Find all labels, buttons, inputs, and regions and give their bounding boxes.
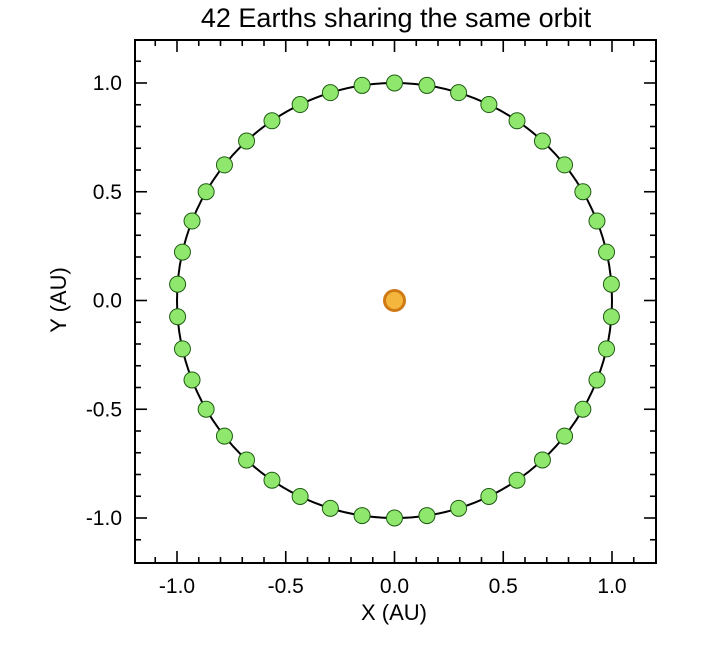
sun-marker — [383, 289, 406, 312]
earth-point — [321, 84, 339, 102]
x-tick-label: 0.5 — [489, 575, 518, 598]
earth-point — [386, 74, 403, 92]
earth-point — [291, 487, 309, 505]
earth-point — [602, 275, 620, 293]
earth-point — [533, 132, 551, 150]
earth-point — [291, 96, 309, 114]
x-tick-label: 1.0 — [597, 575, 626, 598]
earth-point — [533, 451, 551, 469]
x-axis-title: X (AU) — [361, 600, 427, 625]
earth-point — [238, 451, 256, 469]
earth-point — [173, 340, 191, 358]
earth-point — [169, 308, 187, 326]
earth-point — [598, 340, 616, 358]
earth-point — [238, 132, 256, 150]
earth-point — [321, 499, 339, 517]
y-tick-label: -1.0 — [86, 507, 122, 530]
chart-title: 42 Earths sharing the same orbit — [201, 3, 592, 33]
earth-point — [183, 371, 201, 389]
earth-point — [450, 84, 468, 102]
earth-point — [556, 427, 574, 445]
earth-point — [173, 243, 191, 261]
earth-point — [169, 275, 187, 293]
y-tick-label: 1.0 — [93, 72, 122, 95]
earth-point — [418, 507, 436, 525]
earth-point — [556, 156, 574, 174]
x-tick-label: 0.0 — [380, 575, 409, 598]
earth-point — [574, 400, 592, 418]
earth-point — [574, 183, 592, 201]
axis-ticks — [135, 40, 656, 563]
earth-point — [418, 76, 436, 94]
earth-point — [353, 76, 371, 94]
y-tick-label: 0.0 — [93, 290, 122, 313]
earth-point — [215, 427, 233, 445]
earth-point — [353, 507, 371, 525]
earth-point — [588, 212, 606, 230]
earth-point — [183, 212, 201, 230]
y-tick-label: -0.5 — [86, 398, 122, 421]
earth-point — [263, 112, 281, 130]
earth-point — [450, 499, 468, 517]
plot-frame — [134, 39, 657, 564]
earth-point — [602, 308, 620, 326]
x-tick-label: -1.0 — [159, 575, 195, 598]
earth-point — [480, 487, 498, 505]
x-tick-label: -0.5 — [268, 575, 304, 598]
earth-point — [480, 96, 498, 114]
earth-point — [197, 183, 215, 201]
earth-point — [508, 471, 526, 489]
earth-point — [508, 112, 526, 130]
earth-point — [215, 156, 233, 174]
earth-point — [598, 243, 616, 261]
earth-point — [263, 471, 281, 489]
earth-point — [386, 509, 403, 527]
y-tick-label: 0.5 — [93, 181, 122, 204]
earth-points — [169, 74, 620, 527]
earth-point — [197, 400, 215, 418]
tick-labels: -1.0 -0.5 0.0 0.5 1.0 1.0 0.5 0.0 -0.5 -1.0 — [86, 72, 627, 598]
y-axis-title: Y (AU) — [46, 267, 71, 333]
earth-point — [588, 371, 606, 389]
